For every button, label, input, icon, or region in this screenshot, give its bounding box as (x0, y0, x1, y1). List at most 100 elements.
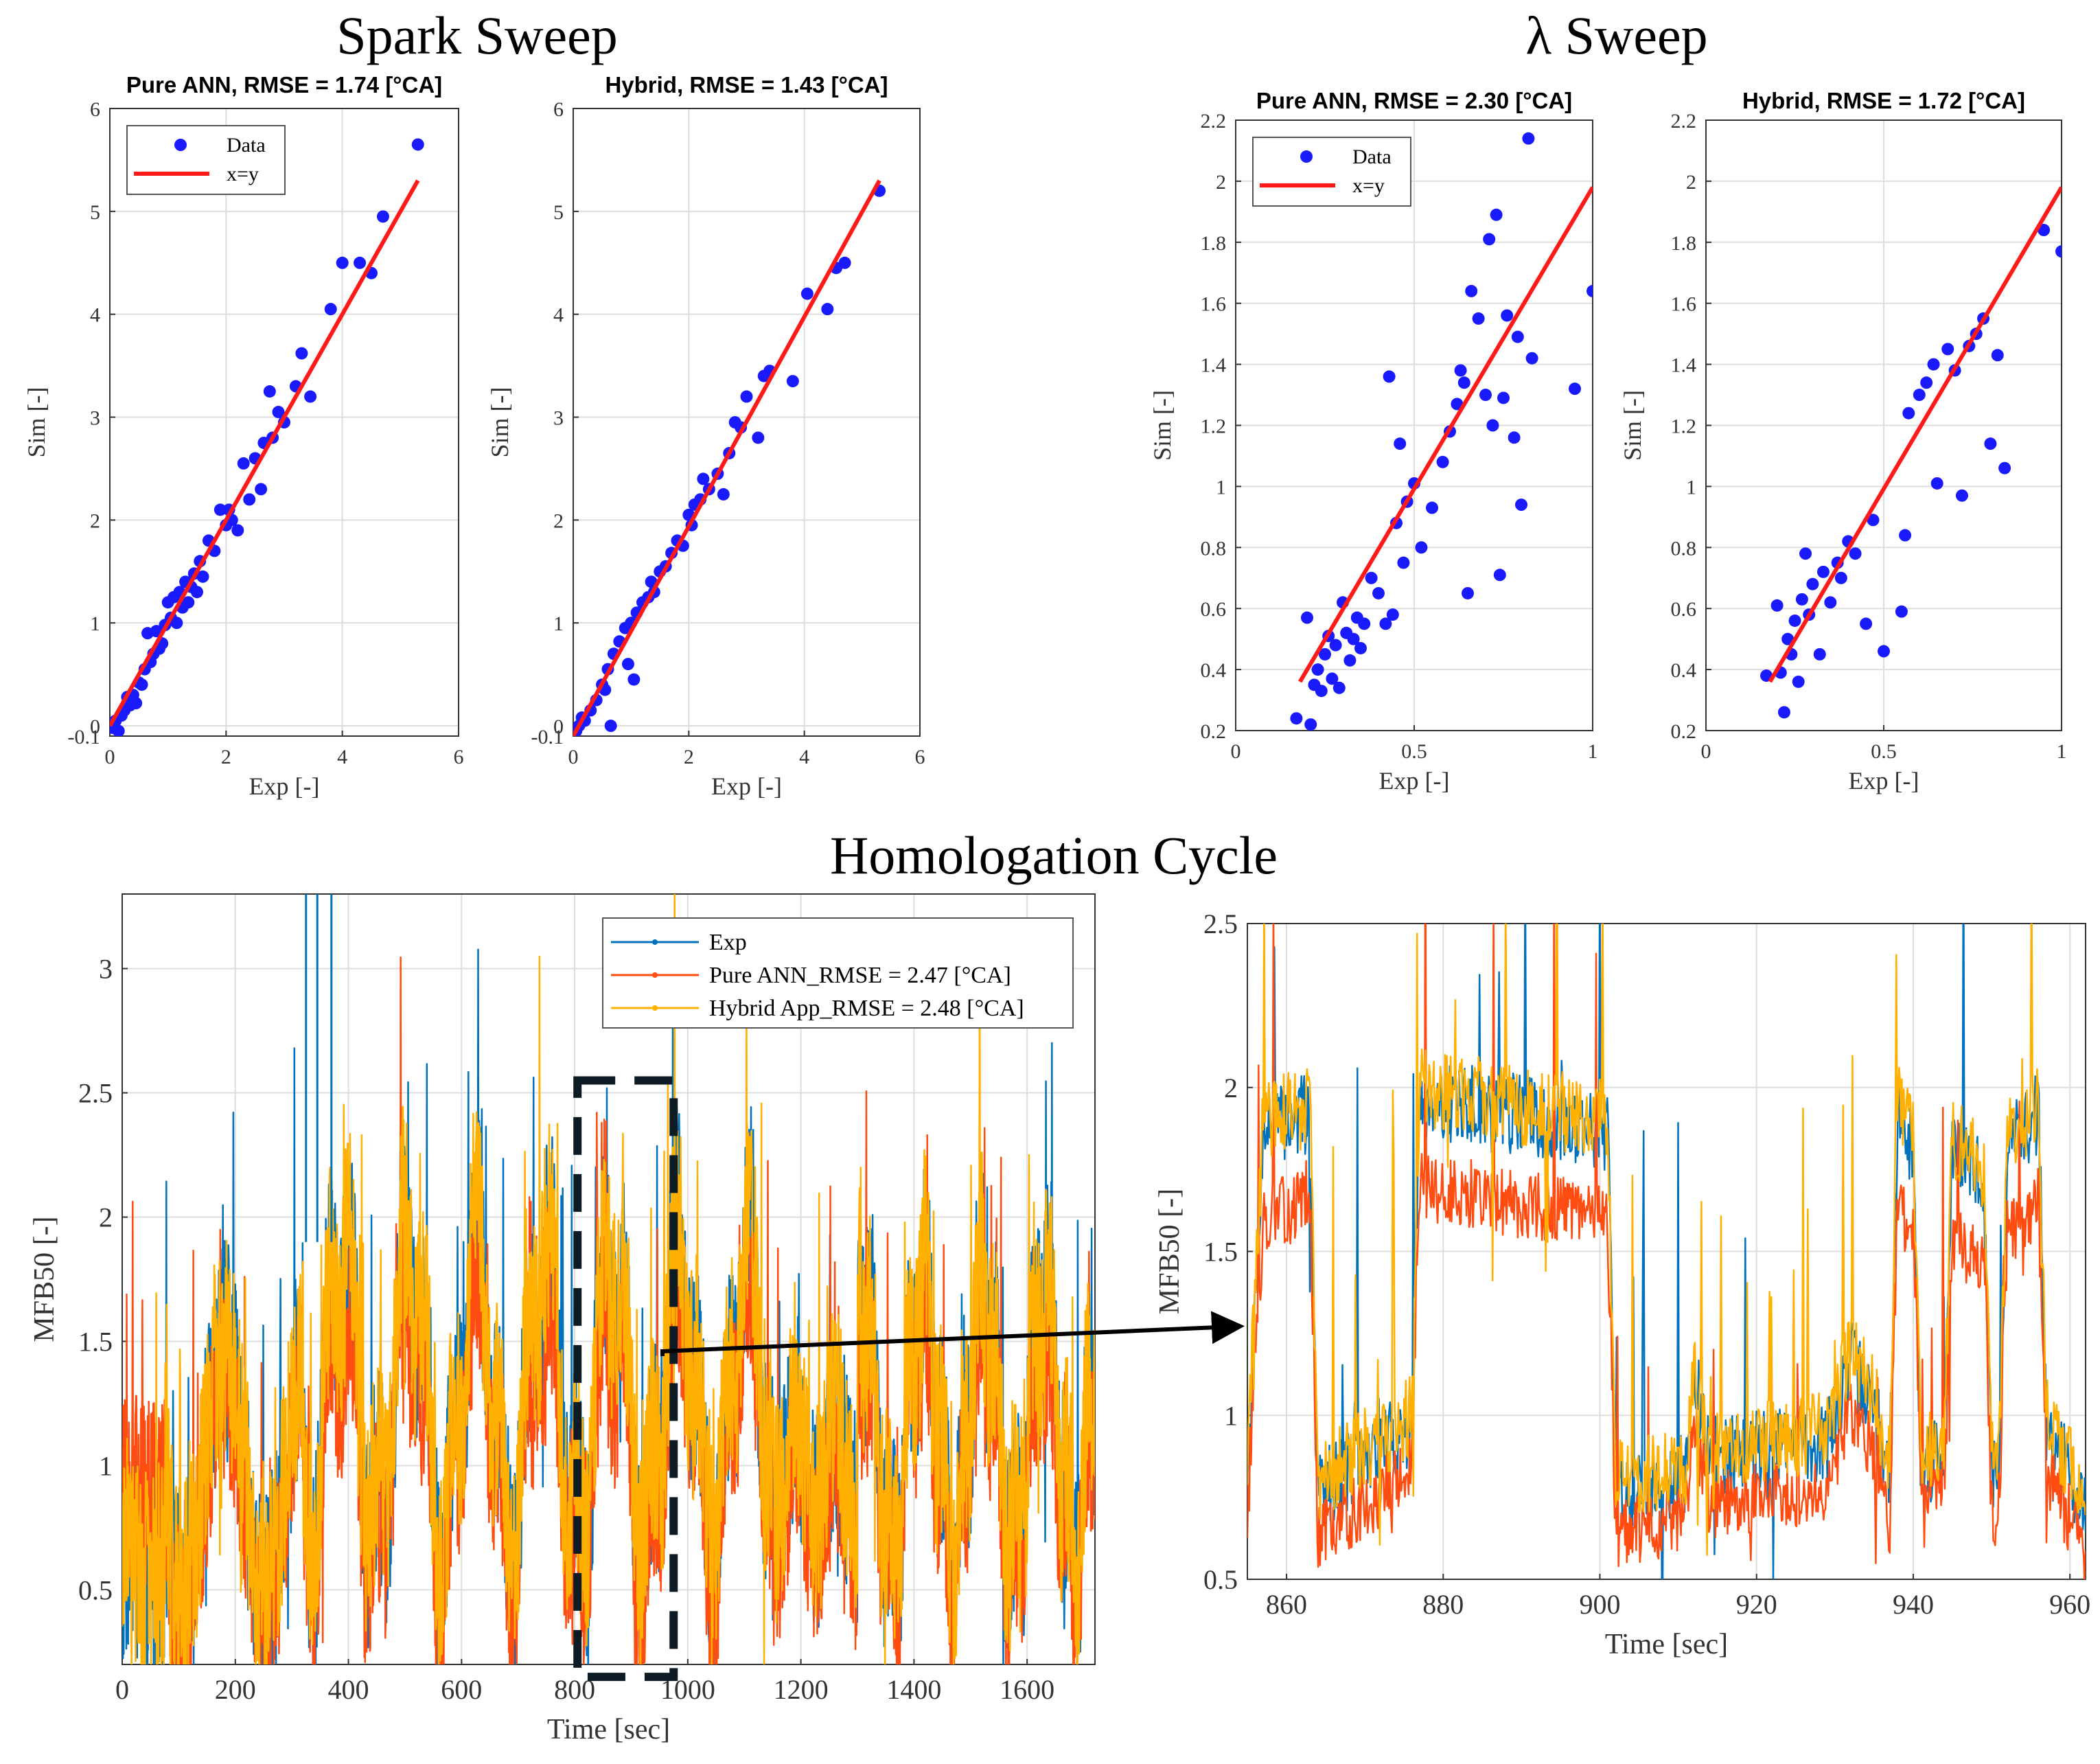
y-tick-label: 0.6 (1201, 598, 1227, 621)
data-point (821, 303, 834, 316)
y-axis-label: Sim [-] (23, 387, 50, 458)
x-tick-label: 1600 (1000, 1674, 1054, 1705)
y-tick-label: 3 (553, 407, 564, 430)
y-tick-label: 2 (99, 1202, 113, 1233)
data-point (376, 210, 389, 223)
x-axis-label: Exp [-] (1379, 767, 1450, 794)
plot-area (1760, 186, 2062, 719)
x-tick-label: 0 (115, 1674, 129, 1705)
data-point (354, 256, 367, 269)
data-point (1486, 419, 1499, 432)
data-point (324, 303, 337, 316)
legend-point-marker (652, 972, 658, 978)
data-point (231, 524, 244, 537)
y-tick-label: -0.1 (68, 726, 101, 748)
plot-area (122, 894, 1095, 1664)
data-point (1304, 718, 1317, 731)
y-tick-label: 1.8 (1671, 232, 1697, 255)
data-point (1479, 389, 1492, 402)
x-tick-label: 1200 (774, 1674, 829, 1705)
legend-label: Pure ANN_RMSE = 2.47 [°CA] (709, 963, 1011, 988)
data-point (1383, 370, 1396, 383)
panel-title: Hybrid, RMSE = 1.43 [°CA] (605, 72, 888, 98)
data-point (1332, 681, 1346, 694)
y-tick-label: 6 (90, 98, 100, 121)
data-point (717, 488, 730, 501)
x-axis-label: Exp [-] (1849, 767, 1919, 794)
x-tick-label: 0.5 (1401, 740, 1427, 763)
y-tick-label: 3 (90, 407, 100, 430)
data-point (838, 256, 851, 269)
data-point (196, 570, 209, 583)
zoom-window-box (573, 1076, 678, 1682)
y-tick-label: 0.6 (1671, 598, 1697, 621)
data-point (1347, 632, 1360, 645)
y-tick-label: 1 (1224, 1400, 1238, 1431)
data-point (1319, 648, 1331, 661)
data-point (1834, 571, 1847, 584)
x-tick-label: 4 (337, 746, 347, 768)
x-equals-y-line (573, 179, 881, 736)
y-tick-label: 0.5 (78, 1574, 113, 1605)
data-point (1941, 343, 1954, 356)
data-point (1522, 132, 1535, 145)
data-point (1777, 706, 1790, 719)
data-point (1326, 672, 1339, 685)
plot-area (1247, 924, 2086, 1579)
data-point (1806, 577, 1819, 591)
x-tick-label: 0 (568, 746, 579, 768)
y-tick-label: 0 (90, 715, 100, 738)
y-tick-label: 2.2 (1201, 110, 1227, 133)
data-point (336, 256, 349, 269)
y-tick-label: 0.2 (1671, 720, 1697, 743)
data-point (1902, 406, 1915, 420)
y-tick-label: 0.8 (1201, 537, 1227, 560)
y-tick-label: 1 (1216, 476, 1226, 499)
lambda-hybrid-panel: 0 0.5 1 0.2 0.4 0.6 0.8 1 1.2 1.4 1.6 1.8 2 2.2 Exp [-… (1619, 88, 2067, 794)
data-point (1465, 284, 1478, 297)
data-point (295, 347, 308, 360)
x-tick-label: 600 (441, 1674, 482, 1705)
y-tick-label: 1.8 (1201, 232, 1227, 255)
x-axis-label: Time [sec] (547, 1714, 670, 1745)
legend-label: x=y (227, 163, 259, 185)
data-point (621, 658, 634, 671)
legend-point-marker (652, 939, 658, 945)
data-point (1315, 685, 1328, 698)
data-point (1472, 312, 1485, 325)
data-point (255, 483, 268, 496)
data-point (1490, 208, 1503, 221)
x-tick-label: 200 (215, 1674, 256, 1705)
y-tick-label: 1.4 (1201, 354, 1227, 377)
data-point (2038, 224, 2051, 237)
hybrid-series-line (122, 894, 1095, 1664)
data-point (1451, 398, 1464, 411)
data-point (1290, 712, 1303, 725)
data-point (1867, 514, 1880, 527)
y-tick-label: 2 (553, 509, 564, 532)
y-tick-label: 1.6 (1671, 293, 1697, 316)
spark-sweep-title: Spark Sweep (336, 5, 617, 65)
data-point (740, 390, 753, 403)
data-point (1788, 614, 1801, 627)
x-tick-label: 2 (221, 746, 231, 768)
data-point (237, 457, 250, 470)
data-point (1426, 501, 1438, 514)
spark-ann-panel: 0 2 4 6 -0.10 1 2 3 4 5 6 Exp [-] Sim [-] Pure ANN, R… (23, 72, 464, 800)
legend-box (126, 125, 286, 195)
legend-label: Data (227, 134, 266, 157)
x-tick-label: 920 (1736, 1589, 1777, 1620)
y-tick-label: 1 (553, 612, 564, 635)
data-point (1799, 547, 1812, 560)
x-tick-label: 2 (684, 746, 694, 768)
x-tick-label: 0 (1231, 740, 1241, 763)
x-axis-label: Exp [-] (711, 772, 782, 800)
x-tick-label: 860 (1266, 1589, 1307, 1620)
data-point (1920, 376, 1933, 389)
data-point (263, 385, 276, 398)
y-tick-label: 3 (99, 954, 113, 985)
x-tick-label: 900 (1580, 1589, 1621, 1620)
lambda-sweep-title: λ Sweep (1525, 5, 1707, 65)
legend-box (602, 917, 1074, 1029)
data-point (1955, 489, 1968, 502)
